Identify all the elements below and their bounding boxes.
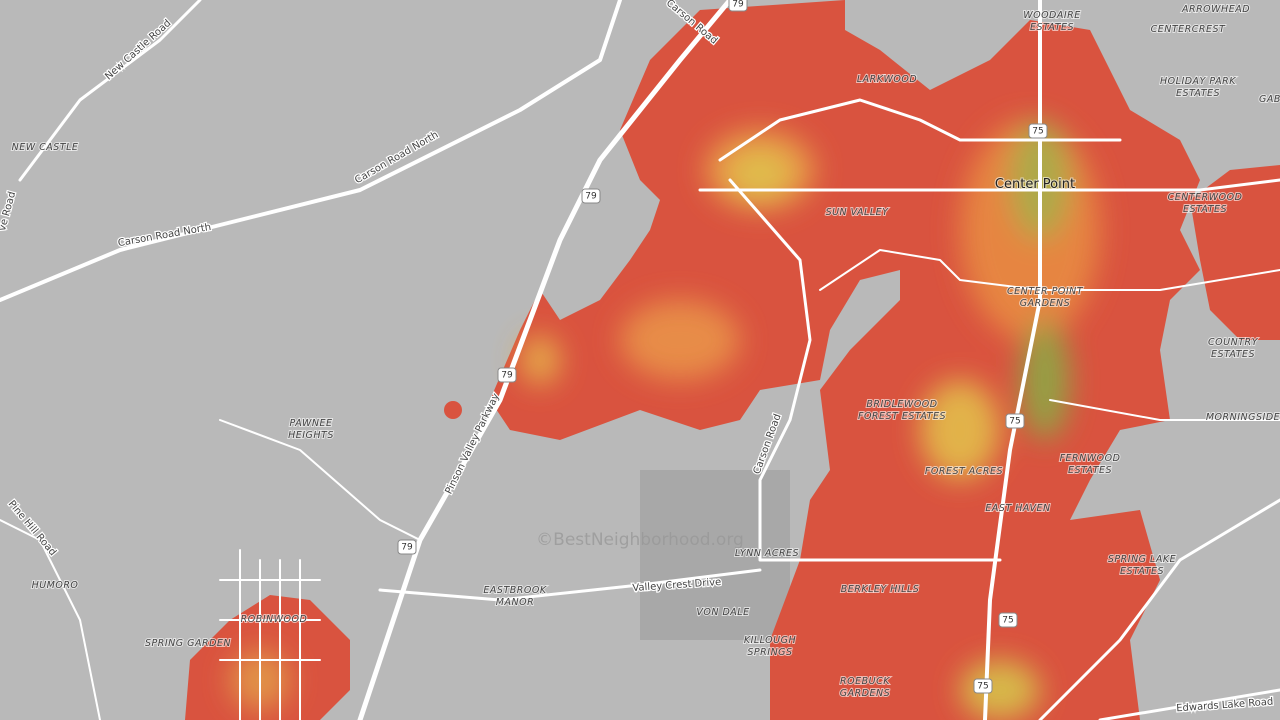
place-label: Center Point <box>995 177 1075 192</box>
place-label: PAWNEE <box>289 418 332 429</box>
route-shield <box>497 367 517 383</box>
place-label: MANOR <box>496 597 534 608</box>
land-area <box>640 470 790 640</box>
place-label: LARKWOOD <box>857 74 917 85</box>
route-shield <box>998 612 1018 628</box>
place-label: COUNTRY <box>1208 337 1259 348</box>
place-label: CENTERCREST <box>1151 24 1226 35</box>
place-label: SPRINGS <box>747 647 792 658</box>
place-label: ESTATES <box>1183 204 1227 215</box>
place-label: NEW CASTLE <box>12 142 79 153</box>
route-shield <box>1028 123 1048 139</box>
route-shield <box>1005 413 1025 429</box>
place-label: CENTERWOOD <box>1168 192 1243 203</box>
place-label: GAB <box>1259 94 1280 105</box>
place-label: ESTATES <box>1120 566 1164 577</box>
place-label: ESTATES <box>1176 88 1220 99</box>
route-shield <box>973 678 993 694</box>
place-label: BERKLEY HILLS <box>841 584 920 595</box>
place-label: FOREST ACRES <box>925 466 1003 477</box>
place-label: LYNN ACRES <box>735 548 799 559</box>
place-label: SPRING LAKE <box>1108 554 1176 565</box>
route-shield <box>581 188 601 204</box>
route-number: 79 <box>585 192 597 202</box>
route-number: 79 <box>401 543 413 553</box>
route-number: 75 <box>1002 616 1013 626</box>
route-number: 79 <box>501 371 513 381</box>
route-number: 75 <box>1009 417 1020 427</box>
place-label: HOLIDAY PARK <box>1160 76 1236 87</box>
place-label: GARDENS <box>840 688 890 699</box>
place-label: ESTATES <box>1211 349 1255 360</box>
route-number: 75 <box>1032 127 1043 137</box>
place-label: SUN VALLEY <box>826 207 890 218</box>
place-label: ESTATES <box>1030 22 1074 33</box>
place-label: ROEBUCK <box>840 676 890 687</box>
place-label: ESTATES <box>1068 465 1112 476</box>
place-label: MORNINGSIDE <box>1206 412 1280 423</box>
watermark: ©BestNeighborhood.org <box>536 530 744 550</box>
place-label: ROBINWOOD <box>241 614 308 625</box>
route-shield <box>397 539 417 555</box>
place-label: EAST HAVEN <box>985 503 1050 514</box>
place-label: FERNWOOD <box>1060 453 1121 464</box>
route-number: 79 <box>732 0 744 10</box>
place-label: BRIDLEWOOD <box>866 399 937 410</box>
place-label: WOODAIRE <box>1023 10 1081 21</box>
route-number: 75 <box>977 682 988 692</box>
place-label: FOREST ESTATES <box>858 411 946 422</box>
place-label: ARROWHEAD <box>1181 4 1250 15</box>
place-label: GARDENS <box>1020 298 1070 309</box>
place-label: CENTER POINT <box>1007 286 1084 297</box>
place-label: KILLOUGH <box>744 635 796 646</box>
place-label: HEIGHTS <box>288 430 334 441</box>
place-label: SPRING GARDEN <box>145 638 231 649</box>
place-label: VON DALE <box>696 607 749 618</box>
place-label: EASTBROOK <box>483 585 546 596</box>
route-shield <box>728 0 748 12</box>
place-label: HUMORO <box>32 580 79 591</box>
